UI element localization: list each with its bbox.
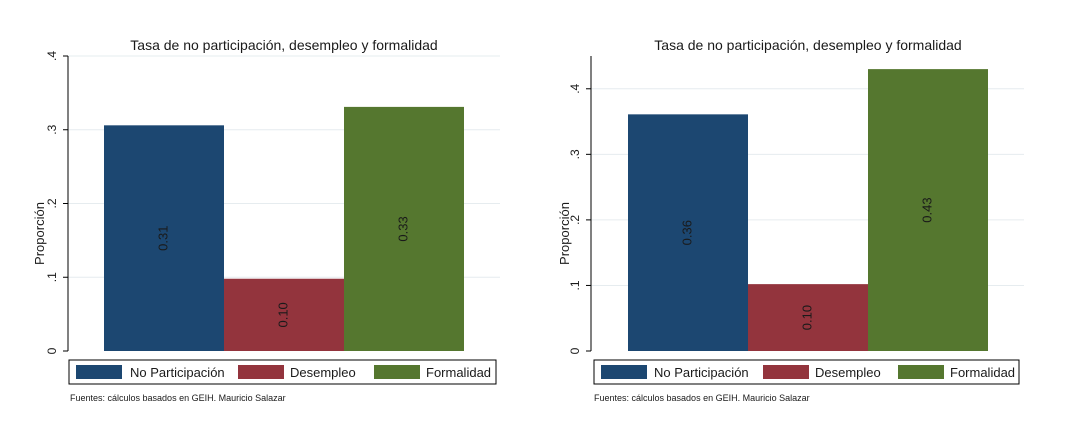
legend-label: Desempleo: [815, 365, 881, 380]
source-note: Fuentes: cálculos basados en GEIH. Mauri…: [594, 393, 810, 403]
y-tick-label: .4: [568, 83, 582, 93]
bar-value-label: 0.31: [155, 226, 170, 251]
legend-label: No Participación: [130, 365, 225, 380]
y-tick-label: .2: [568, 215, 582, 225]
bar-1: [628, 114, 748, 351]
legend-swatch: [601, 365, 647, 379]
y-tick-label: 0: [45, 347, 59, 354]
legend-swatch: [898, 365, 944, 379]
legend-swatch: [76, 365, 122, 379]
y-tick-label: .3: [568, 149, 582, 159]
legend-label: Desempleo: [290, 365, 356, 380]
y-tick-label: .3: [45, 124, 59, 134]
bar-value-label: 0.36: [679, 220, 694, 245]
legend-box: [593, 359, 1020, 385]
bar-2: [224, 278, 344, 351]
bar-2: [748, 284, 868, 351]
y-tick-label: .2: [45, 198, 59, 208]
bar-value-label: 0.43: [919, 197, 934, 222]
chart-panel-2: Tasa de no participación, desempleo y fo…: [557, 37, 1024, 403]
legend-label: No Participación: [654, 365, 749, 380]
y-tick-label: .1: [45, 272, 59, 282]
y-axis-title: Proporción: [32, 202, 47, 265]
legend: No Participación Desempleo Formalidad: [68, 359, 497, 385]
legend-label: Formalidad: [426, 365, 491, 380]
legend-swatch: [374, 365, 420, 379]
y-tick-label: 0: [568, 347, 582, 354]
chart-panel-1: Tasa de no participación, desempleo y fo…: [32, 37, 500, 403]
legend-swatch: [763, 365, 809, 379]
bar-1: [104, 125, 224, 351]
bar-value-label: 0.10: [799, 305, 814, 330]
chart-title: Tasa de no participación, desempleo y fo…: [654, 37, 961, 53]
source-note: Fuentes: cálculos basados en GEIH. Mauri…: [70, 393, 286, 403]
bar-3: [868, 69, 988, 351]
y-tick-label: .1: [568, 280, 582, 290]
bar-value-label: 0.10: [275, 302, 290, 327]
chart-title: Tasa de no participación, desempleo y fo…: [130, 37, 437, 53]
bar-value-label: 0.33: [395, 216, 410, 241]
legend-swatch: [238, 365, 284, 379]
bar-3: [344, 106, 464, 351]
legend-label: Formalidad: [950, 365, 1015, 380]
y-tick-label: .4: [45, 51, 59, 61]
y-axis-title: Proporción: [557, 202, 572, 265]
legend: No Participación Desempleo Formalidad: [593, 359, 1020, 385]
